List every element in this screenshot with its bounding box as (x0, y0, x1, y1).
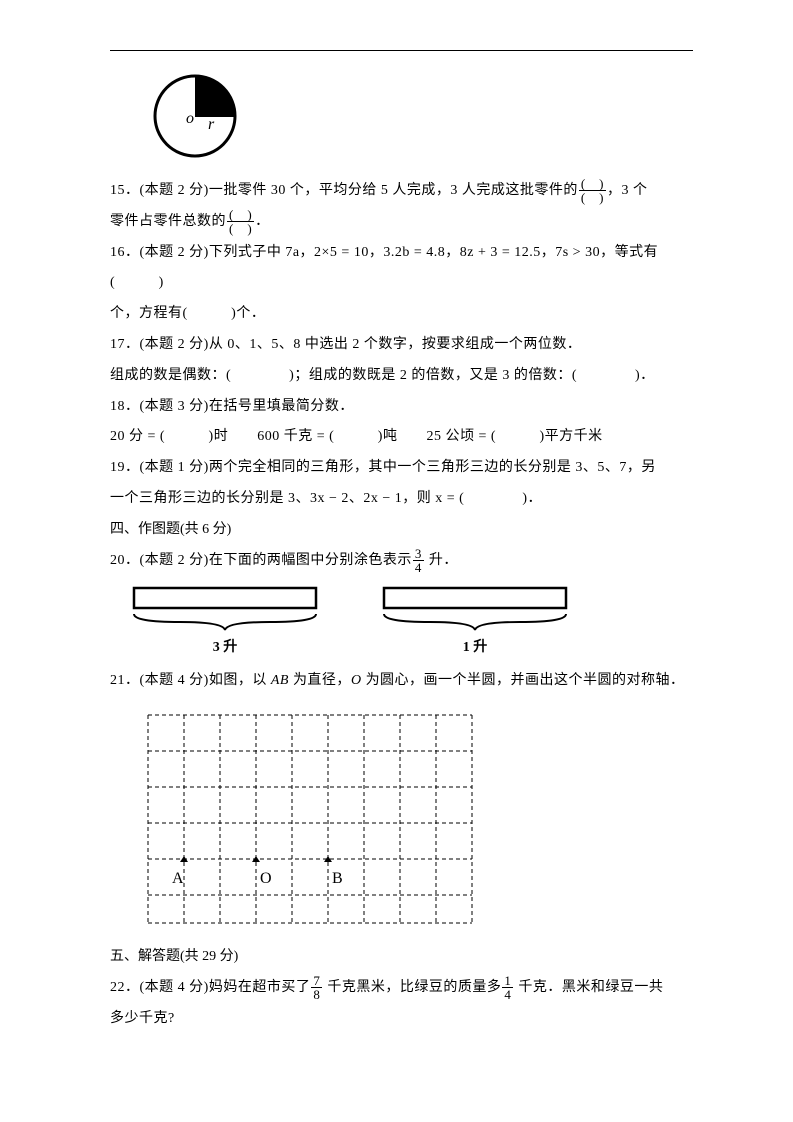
q15-line2: 零件占零件总数的( )( )． (110, 207, 693, 238)
q19-line1: 19．(本题 1 分)两个完全相同的三角形，其中一个三角形三边的长分别是 3、5… (110, 453, 693, 484)
box1-label: 3 升 (130, 636, 320, 656)
q21-text: 21．(本题 4 分)如图，以 AB 为直径，O 为圆心，画一个半圆，并画出这个… (110, 666, 693, 697)
q17-line2: 组成的数是偶数：( )；组成的数既是 2 的倍数，又是 3 的倍数：( )． (110, 361, 693, 392)
q16-line2: 个，方程有( )个． (110, 299, 693, 330)
q22-frac2: 14 (502, 974, 513, 1001)
q20-containers: 3 升 1 升 (130, 584, 693, 656)
section5-title: 五、解答题(共 29 分) (110, 942, 693, 973)
q15-line1: 15．(本题 2 分)一批零件 30 个，平均分给 5 人完成，3 人完成这批零… (110, 176, 693, 207)
q20-prefix: 20．(本题 2 分)在下面的两幅图中分别涂色表示 (110, 553, 412, 568)
q14-circle-diagram: o r (150, 71, 693, 166)
q18-line1: 18．(本题 3 分)在括号里填最简分数． (110, 392, 693, 423)
q19-line2: 一个三角形三边的长分别是 3、3x − 2、2x − 1，则 x = ( )． (110, 484, 693, 515)
q15-mid: ，3 个 (607, 183, 648, 198)
q20-box2: 1 升 (380, 584, 570, 656)
label-O: O (260, 870, 272, 887)
q15-frac2: ( )( ) (227, 208, 254, 235)
q15-prefix: 15．(本题 2 分)一批零件 30 个，平均分给 5 人完成，3 人完成这批零… (110, 183, 578, 198)
label-o: o (186, 110, 194, 127)
box2-label: 1 升 (380, 636, 570, 656)
q22-line2: 多少千克? (110, 1004, 693, 1035)
q22-mid2: 千克．黑米和绿豆一共 (514, 980, 663, 995)
q16-line1: 16．(本题 2 分)下列式子中 7a，2×5 = 10，3.2b = 4.8，… (110, 238, 693, 300)
q15-l2-prefix: 零件占零件总数的 (110, 214, 226, 229)
page: o r 15．(本题 2 分)一批零件 30 个，平均分给 5 人完成，3 人完… (0, 0, 793, 1122)
label-A: A (172, 870, 184, 887)
box1-svg (130, 584, 320, 634)
box2-svg (380, 584, 570, 634)
q15-frac1: ( )( ) (579, 177, 606, 204)
grid-svg: A O B (140, 707, 480, 927)
q22-frac1: 78 (311, 974, 322, 1001)
q17-line1: 17．(本题 2 分)从 0、1、5、8 中选出 2 个数字，按要求组成一个两位… (110, 330, 693, 361)
q22-line1: 22．(本题 4 分)妈妈在超市买了78 千克黑米，比绿豆的质量多14 千克．黑… (110, 973, 693, 1004)
circle-svg: o r (150, 71, 240, 161)
label-r: r (208, 116, 215, 133)
q21-grid: A O B (140, 707, 693, 932)
label-B: B (332, 870, 343, 887)
top-rule (110, 50, 693, 51)
q15-l2-suffix: ． (255, 214, 270, 229)
q22-prefix: 22．(本题 4 分)妈妈在超市买了 (110, 980, 310, 995)
q18-line2: 20 分 = ( )时 600 千克 = ( )吨 25 公顷 = ( )平方千… (110, 422, 693, 453)
q20-suffix: 升． (425, 553, 458, 568)
q20-line: 20．(本题 2 分)在下面的两幅图中分别涂色表示34 升． (110, 546, 693, 577)
q20-frac: 34 (413, 547, 424, 574)
q22-mid1: 千克黑米，比绿豆的质量多 (323, 980, 501, 995)
q20-box1: 3 升 (130, 584, 320, 656)
section4-title: 四、作图题(共 6 分) (110, 515, 693, 546)
